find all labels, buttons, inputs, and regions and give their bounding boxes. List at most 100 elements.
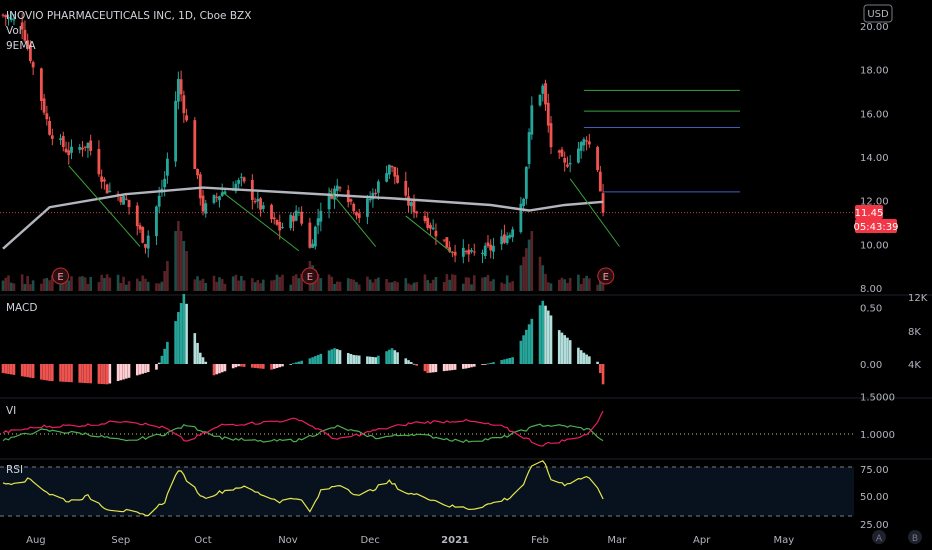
candle-body <box>39 68 43 101</box>
earnings-marker-circle <box>301 267 319 285</box>
macd-bar <box>237 364 240 367</box>
volume-bar <box>481 277 484 291</box>
candle-body <box>289 214 293 229</box>
candle-body <box>434 230 438 237</box>
candle-body <box>278 221 282 231</box>
time-tick-label: Feb <box>531 535 549 546</box>
price-tick-label: 20.00 <box>860 22 889 33</box>
volume-bar <box>366 276 369 291</box>
candle-body <box>396 175 399 183</box>
macd-bar <box>231 364 235 369</box>
candle-body <box>155 206 158 237</box>
candle-body <box>182 95 186 114</box>
macd-bar <box>31 364 35 379</box>
volume-bar <box>278 276 282 291</box>
scale-log-label: B <box>912 534 918 544</box>
macd-bar <box>451 364 454 371</box>
macd-bar <box>596 361 599 364</box>
candle-body <box>300 211 304 224</box>
macd-bar <box>256 364 260 369</box>
price-overlays <box>0 89 854 254</box>
candle-body <box>179 79 183 95</box>
volume-bar <box>103 277 106 291</box>
macd-bar <box>599 364 602 374</box>
macd-bar <box>270 364 273 370</box>
trend-line <box>221 191 300 252</box>
candle-body <box>1 14 5 16</box>
candle-body <box>549 123 553 148</box>
candle-body <box>412 200 416 213</box>
volume-bar <box>12 283 16 291</box>
volume-bar <box>42 278 46 291</box>
candle-body <box>212 195 216 203</box>
volume-bar <box>349 279 353 291</box>
candle-body <box>524 166 528 199</box>
vi-lines <box>0 410 854 447</box>
countdown-badge: 05:43:39 <box>854 219 898 233</box>
volume-bar <box>240 275 243 291</box>
candle-body <box>352 203 356 212</box>
volume-tick-label: 4K <box>908 360 921 371</box>
volume-bar <box>125 284 128 291</box>
volume-bar <box>204 282 208 291</box>
macd-bar <box>308 358 312 364</box>
currency-button[interactable]: USD <box>863 4 893 23</box>
candle-body <box>64 148 68 153</box>
candle-body <box>376 181 380 193</box>
candle-body <box>239 176 243 178</box>
vi_minus-line <box>2 410 604 447</box>
macd-bar <box>579 350 583 364</box>
macd-bar <box>546 310 550 364</box>
scale-auto-button[interactable]: A <box>872 530 886 544</box>
candle-body <box>20 22 24 30</box>
macd-bar <box>64 364 68 382</box>
volume-bar <box>511 281 514 291</box>
volume-bar <box>327 274 331 291</box>
macd-bar <box>368 356 372 364</box>
macd-bar <box>215 364 219 375</box>
candle-body <box>124 198 128 200</box>
candle-body <box>234 183 238 192</box>
volume-bar <box>166 261 169 291</box>
volume-bar <box>431 279 435 291</box>
macd-bar <box>198 352 202 364</box>
volume-bar <box>544 273 547 291</box>
macd-bar <box>61 364 65 382</box>
macd-bar <box>349 354 353 364</box>
volume-bar <box>253 282 257 291</box>
volume-bar <box>119 282 123 291</box>
candle-body <box>157 195 161 207</box>
macd-bar <box>89 364 92 384</box>
macd-bar <box>412 363 416 365</box>
macd-bar <box>166 341 169 364</box>
macd-bar <box>582 352 586 364</box>
scale-log-button[interactable]: B <box>908 530 922 544</box>
volume-bar <box>546 282 550 291</box>
scale-auto-label: A <box>876 534 883 544</box>
volume-bar <box>486 274 490 291</box>
candle-body <box>385 173 388 182</box>
macd-bar <box>234 364 238 368</box>
macd-bar <box>346 353 350 364</box>
candle-body <box>450 251 454 253</box>
macd-bar <box>470 364 473 368</box>
macd-bar <box>42 364 46 381</box>
macd-bar <box>503 359 506 364</box>
rsi-tick-label: 75.00 <box>860 465 889 476</box>
time-tick-label: Apr <box>693 535 711 546</box>
macd-bar <box>442 364 446 372</box>
macd-bar <box>67 364 71 383</box>
volume-bar <box>234 274 238 291</box>
macd-bar <box>525 329 528 364</box>
volume-bar <box>218 277 221 291</box>
volume-bar <box>9 282 13 291</box>
volume-bar <box>160 281 164 291</box>
macd-bar <box>251 364 254 368</box>
volume-bar <box>297 278 301 291</box>
candle-body <box>270 204 273 220</box>
volume-bar <box>357 284 361 291</box>
volume-bar <box>86 283 90 291</box>
macd-bar <box>157 362 161 364</box>
macd-bar <box>45 364 49 381</box>
volume-bar <box>231 276 235 291</box>
